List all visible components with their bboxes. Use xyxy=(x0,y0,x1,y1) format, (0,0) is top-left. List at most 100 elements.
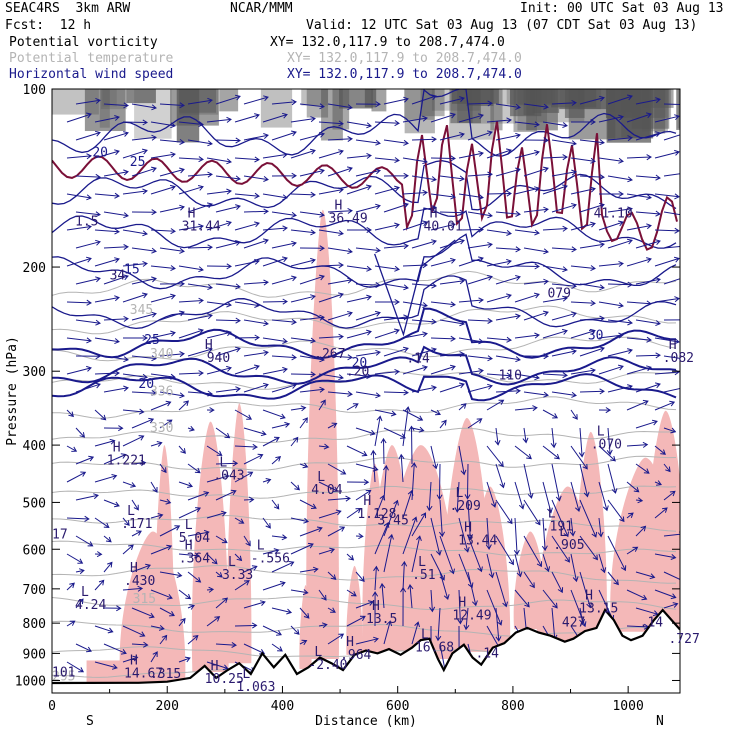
wind-vector xyxy=(206,301,232,308)
stratosphere-patch xyxy=(102,89,117,107)
wind-vector xyxy=(150,121,176,129)
stratosphere-patch xyxy=(420,89,445,117)
pv-annotation: .315 xyxy=(150,667,181,682)
wind-vector xyxy=(411,385,437,393)
wind-vector xyxy=(150,151,176,159)
wind-vector xyxy=(299,462,309,469)
wind-vector xyxy=(318,547,336,555)
wind-vector xyxy=(542,409,559,419)
wind-vector xyxy=(467,535,483,573)
wind-vector xyxy=(206,330,232,339)
wind-vector xyxy=(411,621,420,645)
wind-vector xyxy=(402,262,428,269)
wind-vector xyxy=(355,391,381,399)
wind-vector xyxy=(262,478,272,484)
wind-vector xyxy=(654,149,680,159)
wind-vector xyxy=(215,137,241,144)
pv-annotation: H 12.49 xyxy=(452,596,491,624)
wind-vector xyxy=(355,281,381,288)
wind-vector xyxy=(271,130,297,141)
wind-vector xyxy=(234,364,260,375)
wind-vector xyxy=(66,153,92,160)
wind-vector xyxy=(122,292,148,303)
stratosphere-patch xyxy=(532,89,560,113)
wind-vector xyxy=(663,388,680,393)
wind-vector xyxy=(327,207,353,214)
field-xy-theta: XY= 132.0,117.9 to 208.7,474.0 xyxy=(287,51,522,66)
wind-vector xyxy=(542,328,568,339)
wind-vector xyxy=(318,149,344,159)
wind-vector xyxy=(355,310,381,321)
wind-vector xyxy=(290,371,316,378)
pv-annotation: 1.5 xyxy=(75,214,98,229)
wind-vector xyxy=(94,257,120,267)
stratosphere-patch xyxy=(404,89,435,134)
wind-vector xyxy=(234,517,245,524)
plot-frame xyxy=(51,88,681,694)
wind-vector xyxy=(243,133,269,141)
wind-vector xyxy=(439,132,465,141)
wind-vector xyxy=(598,260,624,267)
wind-vector xyxy=(654,256,680,267)
wind-vector xyxy=(75,130,101,141)
wind-vector xyxy=(262,112,288,123)
wind-vector xyxy=(439,175,465,182)
stratosphere-patch xyxy=(260,89,293,128)
wind-vector xyxy=(663,319,680,321)
wind-vector xyxy=(122,188,148,195)
wind-vector xyxy=(411,347,437,357)
wind-vector xyxy=(523,137,549,144)
wind-vector xyxy=(131,607,155,619)
wind-vector xyxy=(355,168,381,177)
wind-vector xyxy=(327,571,337,580)
wind-speed-contours xyxy=(52,89,677,402)
x-tick-label: 0 xyxy=(48,699,56,714)
wind-vector xyxy=(206,220,232,231)
wind-vector xyxy=(542,481,553,514)
wind-vector xyxy=(290,481,301,491)
pv-annotation: L 4.24 xyxy=(75,585,106,613)
wind-vector xyxy=(94,370,120,377)
wind-vector xyxy=(383,427,406,439)
wind-vector xyxy=(439,96,465,105)
wind-vector xyxy=(94,228,120,235)
pv-annotation: L .070 xyxy=(591,424,622,452)
pv-annotation: 079 xyxy=(547,286,570,301)
wind-vector xyxy=(103,355,129,363)
wind-vector xyxy=(486,190,512,197)
pv-annotation: H 1.128 xyxy=(357,494,396,522)
wind-vector xyxy=(457,589,464,625)
wind-vector xyxy=(103,561,113,573)
wind-vector xyxy=(178,156,204,163)
wind-vector xyxy=(571,118,596,126)
wind-vector xyxy=(458,256,484,267)
wind-vector xyxy=(683,618,689,626)
wind-vector xyxy=(355,489,372,501)
wind-vector xyxy=(206,445,223,456)
wind-vector xyxy=(66,224,92,231)
wind-vector xyxy=(430,222,456,231)
wind-vector xyxy=(570,221,596,231)
wind-vector xyxy=(607,206,633,213)
wind-vector xyxy=(514,589,530,608)
wind-vector xyxy=(467,171,493,178)
wind-vector xyxy=(426,481,433,512)
wind-vector xyxy=(66,582,75,591)
wind-vector xyxy=(75,427,86,438)
wind-vector xyxy=(131,460,147,466)
wind-vector xyxy=(598,364,624,375)
wind-vector xyxy=(355,533,364,540)
wind-vector xyxy=(187,202,213,213)
wind-vector xyxy=(411,512,426,537)
wind-vector xyxy=(570,157,596,164)
wind-vector xyxy=(271,421,291,429)
wind-vector xyxy=(463,607,470,631)
pv-annotation: 110 xyxy=(499,369,522,384)
pv-annotation: .14 xyxy=(406,351,430,366)
theta-contour-label: 315 xyxy=(133,592,156,607)
wind-vector xyxy=(243,382,269,393)
wind-contour-label: 15 xyxy=(124,262,140,277)
wind-vector xyxy=(579,315,605,322)
wind-vector xyxy=(598,114,624,123)
